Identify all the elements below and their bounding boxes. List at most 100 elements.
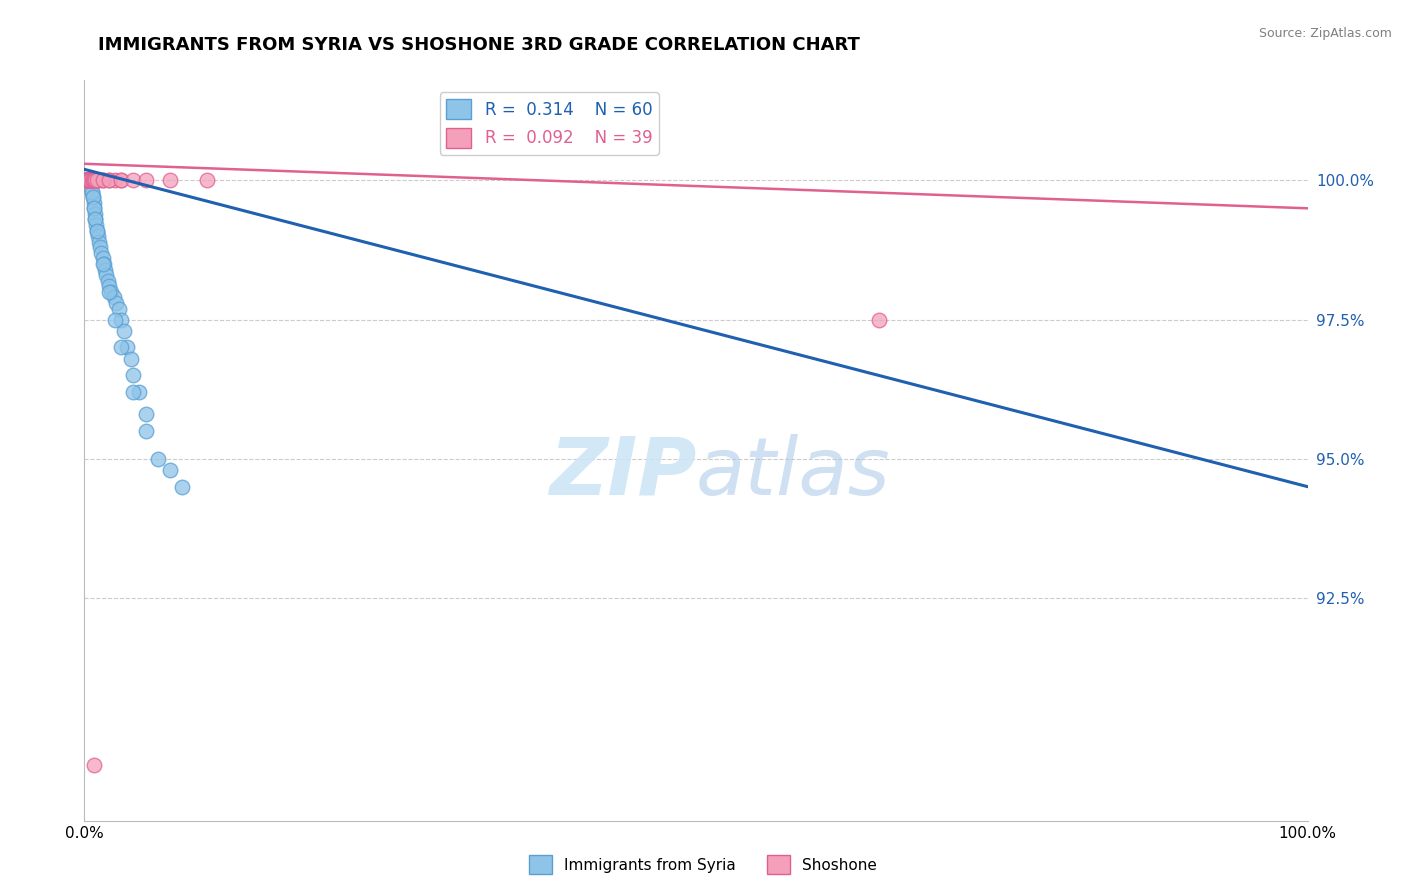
Shoshone [83, 173, 105, 187]
Immigrants from Syria [79, 173, 101, 187]
Shoshone [110, 173, 132, 187]
Immigrants from Syria [76, 173, 98, 187]
Shoshone [80, 173, 103, 187]
Immigrants from Syria [89, 240, 111, 254]
Shoshone [75, 173, 97, 187]
Immigrants from Syria [84, 212, 107, 227]
Immigrants from Syria [103, 290, 125, 304]
Shoshone [869, 312, 891, 326]
Immigrants from Syria [84, 218, 107, 232]
Immigrants from Syria [75, 173, 97, 187]
Shoshone [79, 173, 101, 187]
Immigrants from Syria [97, 285, 120, 299]
Immigrants from Syria [84, 212, 107, 227]
Immigrants from Syria [82, 185, 104, 199]
Immigrants from Syria [83, 207, 105, 221]
Immigrants from Syria [73, 173, 96, 187]
Shoshone [75, 173, 97, 187]
Immigrants from Syria [75, 173, 97, 187]
Immigrants from Syria [107, 301, 129, 316]
Immigrants from Syria [87, 235, 110, 249]
Shoshone [76, 173, 98, 187]
Shoshone [135, 173, 157, 187]
Text: Source: ZipAtlas.com: Source: ZipAtlas.com [1258, 27, 1392, 40]
Shoshone [77, 173, 100, 187]
Shoshone [82, 173, 104, 187]
Immigrants from Syria [80, 173, 103, 187]
Shoshone [80, 173, 103, 187]
Shoshone [97, 173, 120, 187]
Immigrants from Syria [110, 312, 132, 326]
Immigrants from Syria [110, 341, 132, 355]
Immigrants from Syria [115, 341, 138, 355]
Immigrants from Syria [100, 285, 122, 299]
Shoshone [86, 173, 108, 187]
Immigrants from Syria [120, 351, 142, 366]
Immigrants from Syria [172, 480, 194, 494]
Immigrants from Syria [83, 195, 105, 210]
Shoshone [77, 173, 100, 187]
Shoshone [104, 173, 127, 187]
Immigrants from Syria [159, 463, 181, 477]
Immigrants from Syria [83, 202, 105, 216]
Shoshone [77, 173, 100, 187]
Shoshone [82, 173, 104, 187]
Legend: R =  0.314    N = 60, R =  0.092    N = 39: R = 0.314 N = 60, R = 0.092 N = 39 [440, 92, 659, 154]
Shoshone [84, 173, 107, 187]
Immigrants from Syria [93, 257, 115, 271]
Shoshone [83, 173, 105, 187]
Immigrants from Syria [87, 229, 110, 244]
Immigrants from Syria [77, 173, 100, 187]
Immigrants from Syria [82, 190, 104, 204]
Shoshone [76, 173, 98, 187]
Immigrants from Syria [77, 173, 100, 187]
Shoshone [91, 173, 114, 187]
Text: IMMIGRANTS FROM SYRIA VS SHOSHONE 3RD GRADE CORRELATION CHART: IMMIGRANTS FROM SYRIA VS SHOSHONE 3RD GR… [98, 36, 860, 54]
Immigrants from Syria [94, 262, 117, 277]
Shoshone [79, 173, 101, 187]
Immigrants from Syria [83, 202, 105, 216]
Shoshone [77, 173, 100, 187]
Immigrants from Syria [77, 173, 100, 187]
Immigrants from Syria [128, 384, 150, 399]
Immigrants from Syria [75, 173, 97, 187]
Shoshone [80, 173, 103, 187]
Immigrants from Syria [76, 173, 98, 187]
Shoshone [83, 758, 105, 772]
Shoshone [97, 173, 120, 187]
Immigrants from Syria [97, 274, 120, 288]
Shoshone [159, 173, 181, 187]
Shoshone [110, 173, 132, 187]
Shoshone [195, 173, 218, 187]
Shoshone [77, 173, 100, 187]
Immigrants from Syria [146, 451, 169, 466]
Legend: Immigrants from Syria, Shoshone: Immigrants from Syria, Shoshone [523, 849, 883, 880]
Immigrants from Syria [77, 173, 100, 187]
Immigrants from Syria [86, 223, 108, 237]
Shoshone [84, 173, 107, 187]
Immigrants from Syria [77, 173, 100, 187]
Immigrants from Syria [79, 173, 101, 187]
Shoshone [75, 173, 97, 187]
Immigrants from Syria [135, 424, 157, 438]
Immigrants from Syria [82, 190, 104, 204]
Shoshone [87, 173, 110, 187]
Immigrants from Syria [97, 279, 120, 293]
Immigrants from Syria [122, 368, 145, 383]
Immigrants from Syria [80, 173, 103, 187]
Shoshone [122, 173, 145, 187]
Shoshone [79, 173, 101, 187]
Immigrants from Syria [91, 257, 114, 271]
Shoshone [91, 173, 114, 187]
Immigrants from Syria [86, 223, 108, 237]
Shoshone [86, 173, 108, 187]
Shoshone [76, 173, 98, 187]
Immigrants from Syria [105, 296, 128, 310]
Immigrants from Syria [80, 185, 103, 199]
Immigrants from Syria [91, 252, 114, 266]
Immigrants from Syria [135, 407, 157, 421]
Immigrants from Syria [104, 312, 127, 326]
Immigrants from Syria [90, 245, 112, 260]
Immigrants from Syria [122, 384, 145, 399]
Text: atlas: atlas [696, 434, 891, 512]
